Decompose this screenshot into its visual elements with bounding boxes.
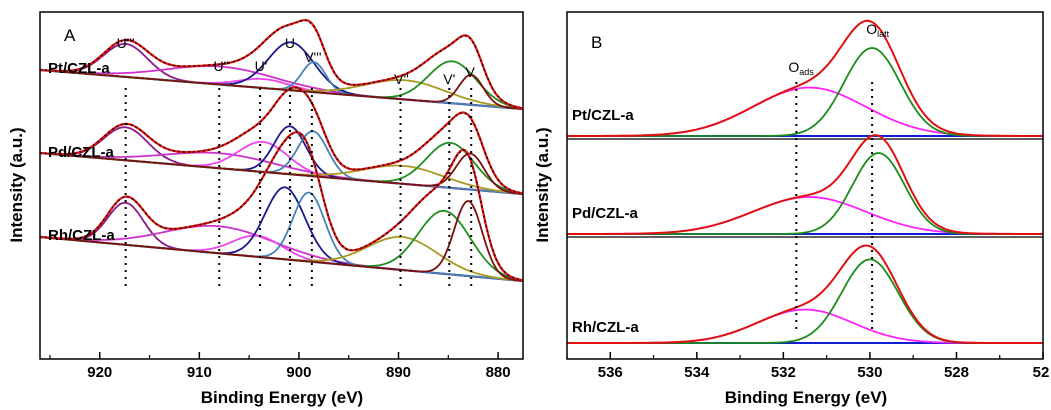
- panel-a-y-axis-title: Intensity (a.u.): [7, 127, 26, 242]
- panel-a: Intensity (a.u.) A Pt/CZL-a Pd/CZL-a Rh/CZ…: [7, 11, 524, 407]
- spectrum-pd-czl-a: Pd/CZL-a: [567, 134, 1043, 235]
- x-tick-label: 530: [857, 364, 882, 381]
- peak-label: V': [443, 71, 455, 87]
- x-tick-label: 536: [598, 364, 623, 381]
- peak-label: U''': [117, 35, 135, 51]
- x-tick-label: 910: [187, 364, 212, 381]
- peak-label: V''': [304, 49, 321, 65]
- peak-label: U'': [214, 58, 229, 74]
- panel-a-letter: A: [64, 26, 76, 45]
- panel-a-x-axis-title: Binding Energy (eV): [201, 388, 363, 407]
- x-tick-label: 880: [486, 364, 511, 381]
- panel-b-letter: B: [591, 33, 602, 52]
- x-tick-label: 534: [684, 364, 710, 381]
- sample-label: Pd/CZL-a: [572, 205, 638, 222]
- spectrum-pt-czl-a: Pt/CZL-a: [567, 19, 1043, 137]
- peak-label: U: [285, 35, 295, 51]
- component-v: [39, 152, 524, 195]
- peak-label-subscript: ads: [799, 67, 814, 77]
- sample-label: Rh/CZL-a: [572, 319, 639, 336]
- component-o-ads: [567, 86, 1043, 137]
- sample-label: Rh/CZL-a: [48, 227, 115, 244]
- peak-label-main: O: [788, 59, 799, 75]
- envelope-fit: [567, 244, 1043, 344]
- panel-b-x-axis-title: Binding Energy (eV): [725, 388, 887, 407]
- panel-a-frame: [39, 11, 524, 360]
- peak-label-subscript: latt: [877, 29, 890, 39]
- envelope-fit: [567, 134, 1043, 235]
- panel-b-y-axis-title: Intensity (a.u.): [533, 127, 552, 242]
- x-tick-label: 532: [771, 364, 796, 381]
- component-v: [39, 200, 524, 282]
- component-vppp: [39, 130, 524, 195]
- spectrum-rh-czl-a: Rh/CZL-a: [567, 244, 1043, 344]
- sample-label: Pd/CZL-a: [48, 144, 114, 161]
- x-tick-label: 528: [944, 364, 969, 381]
- panel-a-x-ticks: 920 910 900 890 880: [49, 352, 511, 381]
- panel-b-x-ticks: 536 534 532 530 528 52: [566, 352, 1050, 381]
- envelope-fit: [39, 18, 524, 110]
- panel-b: Intensity (a.u.) B Pt/CZL-a Pd/CZL-a Rh/CZ…: [533, 11, 1050, 407]
- peak-label: U': [255, 58, 268, 74]
- x-tick-label: 920: [87, 364, 112, 381]
- component-o-latt: [567, 152, 1043, 235]
- x-tick-label: 900: [286, 364, 311, 381]
- peak-label: V'': [394, 71, 409, 87]
- peak-label: V: [466, 64, 476, 80]
- spectrum-pd-czl-a: Pd/CZL-a: [39, 86, 524, 196]
- x-tick-label: 890: [386, 364, 411, 381]
- envelope-fit: [567, 19, 1043, 137]
- raw-data: [39, 19, 520, 109]
- peak-label-main: O: [866, 21, 877, 37]
- spectrum-pt-czl-a: Pt/CZL-a: [39, 18, 524, 111]
- sample-label: Pt/CZL-a: [572, 107, 634, 124]
- component-v: [39, 69, 524, 110]
- envelope-fit: [39, 86, 524, 195]
- component-o-latt: [567, 47, 1043, 137]
- spectrum-rh-czl-a: Rh/CZL-a: [39, 130, 524, 283]
- sample-label: Pt/CZL-a: [48, 60, 110, 77]
- envelope-fit: [39, 130, 524, 282]
- raw-data: [39, 86, 520, 194]
- peak-label: Oads: [788, 59, 814, 77]
- panel-a-plot-area: Pt/CZL-a Pd/CZL-a Rh/CZL-a U''' U'' U' U V''' V'…: [39, 18, 524, 290]
- component-o-ads: [567, 196, 1043, 235]
- x-tick-label: 52: [1033, 364, 1050, 381]
- panel-b-frame: [566, 11, 1044, 360]
- peak-label: Olatt: [866, 21, 889, 39]
